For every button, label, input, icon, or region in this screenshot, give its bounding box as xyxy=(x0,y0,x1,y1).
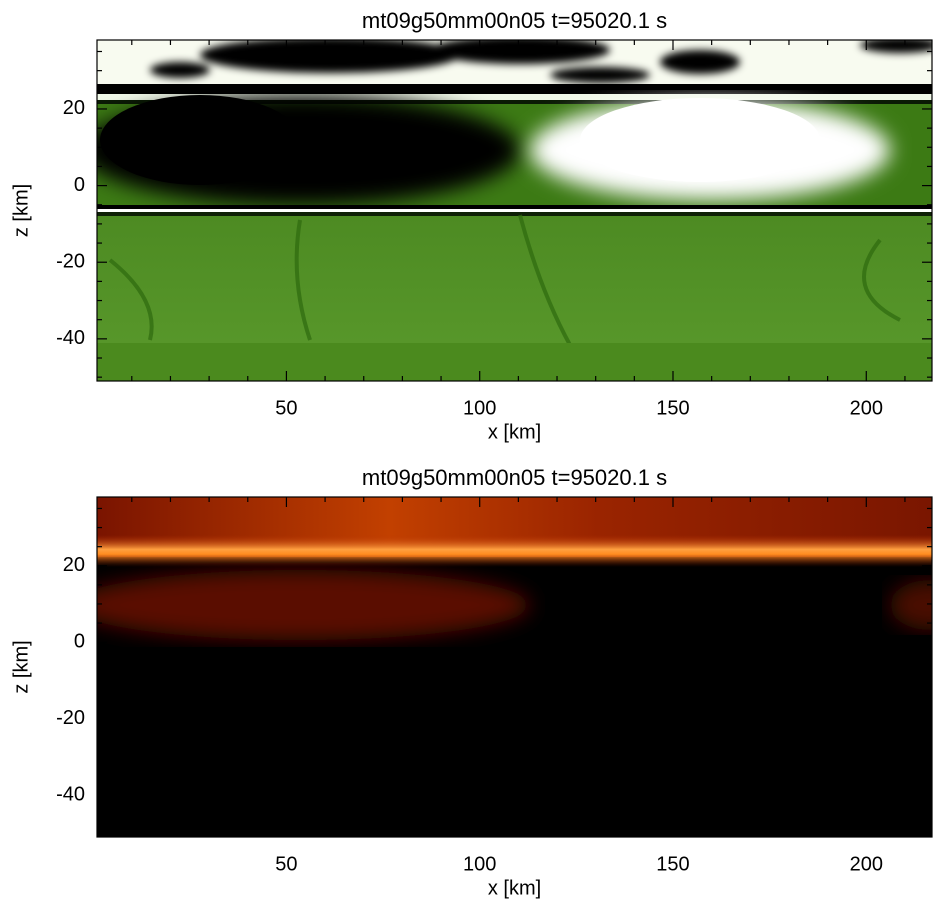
field-layer xyxy=(97,535,932,567)
x-tick-label: 50 xyxy=(275,397,297,419)
x-tick-label: 150 xyxy=(656,397,689,419)
y-tick-label: 0 xyxy=(74,630,85,652)
field-layer xyxy=(97,84,932,94)
x-tick-label: 200 xyxy=(850,397,883,419)
field-layer xyxy=(97,209,932,212)
chart-title: mt09g50mm00n05 t=95020.1 s xyxy=(362,465,667,490)
field-layer xyxy=(97,212,932,216)
field-blobs xyxy=(150,40,932,83)
field-blob xyxy=(580,98,820,182)
field-layer xyxy=(97,94,932,100)
plot-frame xyxy=(96,39,933,382)
field-layer xyxy=(97,205,932,209)
x-tick-label: 100 xyxy=(463,853,496,875)
field-blob xyxy=(890,580,932,630)
x-tick-label: 50 xyxy=(275,853,297,875)
field-filaments xyxy=(108,214,901,346)
y-axis-label: z [km] xyxy=(10,640,32,693)
field-layer xyxy=(97,343,932,381)
y-tick-label: -20 xyxy=(56,251,85,273)
y-tick-label: -20 xyxy=(56,707,85,729)
x-tick-label: 150 xyxy=(656,853,689,875)
y-tick-label: 20 xyxy=(63,554,85,576)
field-layer xyxy=(97,100,932,104)
field-blob xyxy=(100,95,300,185)
field-blob xyxy=(97,570,530,640)
y-tick-label: 0 xyxy=(74,174,85,196)
x-tick-label: 200 xyxy=(850,853,883,875)
field-image xyxy=(97,497,932,837)
x-tick-label: 100 xyxy=(463,397,496,419)
y-tick-label: -40 xyxy=(56,783,85,805)
y-tick-label: -40 xyxy=(56,327,85,349)
y-tick-label: 20 xyxy=(63,97,85,119)
plot-frame xyxy=(96,496,933,838)
x-axis-label: x [km] xyxy=(488,421,541,443)
field-image xyxy=(97,40,932,381)
y-axis-label: z [km] xyxy=(10,184,32,237)
chart-title: mt09g50mm00n05 t=95020.1 s xyxy=(362,8,667,33)
x-axis-label: x [km] xyxy=(488,877,541,899)
